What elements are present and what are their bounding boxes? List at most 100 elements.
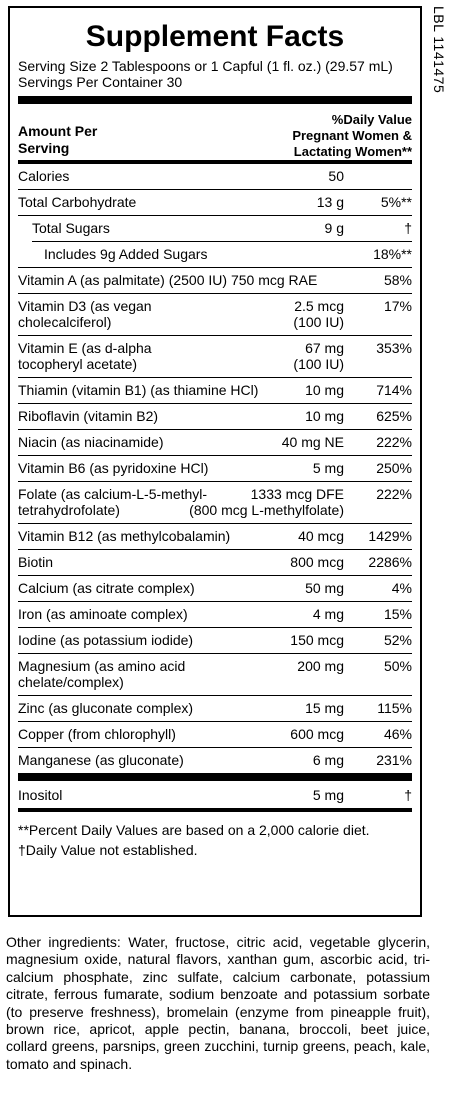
amount-per-serving-header: Amount Per Serving (18, 123, 97, 160)
nutrient-dv: † (404, 220, 412, 236)
nutrient-amount: 10 mg (305, 408, 344, 424)
nutrient-name: Niacin (as niacinamide) (18, 434, 164, 450)
nutrient-row: Manganese (as gluconate) 6 mg 231% (18, 748, 412, 773)
serving-size: Serving Size 2 Tablespoons or 1 Capful (… (18, 58, 393, 74)
nutrient-name: Calcium (as citrate complex) (18, 580, 195, 596)
nutrient-name: Inositol (18, 787, 63, 803)
nutrient-name-line1: Folate (as calcium-L-5-methyl- (18, 486, 208, 502)
nutrient-name: Total Carbohydrate (18, 194, 137, 210)
nutrient-amount: 800 mcg (290, 554, 344, 570)
nutrient-name-line2: tocopheryl acetate) (18, 356, 138, 372)
nutrient-amount: 40 mg NE (281, 434, 344, 450)
nutrient-dv: 18%** (373, 246, 412, 262)
nutrient-row: Magnesium (as amino acid chelate/complex… (18, 654, 412, 696)
nutrient-row: Iodine (as potassium iodide) 150 mcg 52% (18, 628, 412, 654)
nutrient-dv: 46% (383, 726, 412, 742)
nutrient-row: Calcium (as citrate complex) 50 mg 4% (18, 576, 412, 602)
nutrient-dv: 15% (383, 606, 412, 622)
nutrient-dv: 625% (376, 408, 412, 424)
dv-header-line2: Pregnant Women & (292, 128, 412, 143)
nutrient-name: Vitamin A (as palmitate) (2500 IU) 750 m… (18, 272, 318, 288)
medium-divider (18, 808, 412, 812)
nutrient-dv: 250% (376, 460, 412, 476)
nutrient-amount-line1: 2.5 mcg (294, 298, 344, 314)
footnote-dv-not-established: †Daily Value not established. (18, 842, 198, 858)
nutrient-name-line1: Vitamin D3 (as vegan (18, 298, 152, 314)
nutrient-amount: 5 mg (312, 460, 344, 476)
nutrient-row: Inositol 5 mg † (18, 781, 412, 808)
nutrient-name: Vitamin D3 (as vegan cholecalciferol) (18, 298, 224, 330)
nutrient-name: Iodine (as potassium iodide) (18, 632, 194, 648)
nutrient-name-line1: Magnesium (as amino acid (18, 658, 186, 674)
nutrient-row: Vitamin B12 (as methylcobalamin) 40 mcg … (18, 524, 412, 550)
nutrient-dv: 231% (376, 752, 412, 768)
nutrient-name: Biotin (18, 554, 54, 570)
servings-per-container: Servings Per Container 30 (18, 74, 183, 90)
nutrient-name: Calories (18, 168, 70, 184)
nutrient-amount: 5 mg (312, 787, 344, 803)
nutrient-name: Folate (as calcium-L-5-methyl- tetrahydr… (18, 486, 344, 518)
nutrient-dv: 17% (383, 298, 412, 314)
nutrient-name: Includes 9g Added Sugars (44, 246, 208, 262)
nutrient-row: Includes 9g Added Sugars 18%** (18, 242, 412, 267)
nutrient-row: Total Carbohydrate 13 g 5%** (18, 190, 412, 216)
nutrient-name-line2: tetrahydrofolate) (18, 502, 120, 518)
nutrient-row: Vitamin E (as d-alpha tocopheryl acetate… (18, 336, 412, 378)
indent-divider (32, 241, 412, 242)
nutrient-amount: 200 mg (297, 658, 344, 674)
column-header: Amount Per Serving %Daily Value Pregnant… (18, 104, 412, 160)
nutrient-dv: 2286% (368, 554, 412, 570)
nutrient-row: Thiamin (vitamin B1) (as thiamine HCl) 1… (18, 378, 412, 404)
nutrient-name: Iron (as aminoate complex) (18, 606, 188, 622)
nutrient-amount-line2: (100 IU) (293, 314, 344, 330)
nutrient-row: Iron (as aminoate complex) 4 mg 15% (18, 602, 412, 628)
nutrient-amount-line1: 1333 mcg DFE (250, 486, 344, 502)
footnotes: **Percent Daily Values are based on a 2,… (18, 820, 412, 860)
nutrient-row: Vitamin B6 (as pyridoxine HCl) 5 mg 250% (18, 456, 412, 482)
nutrient-dv: 222% (376, 434, 412, 450)
nutrient-amount: 67 mg (100 IU) (224, 340, 344, 372)
nutrient-dv: † (404, 787, 412, 803)
nutrient-dv: 222% (376, 486, 412, 502)
nutrient-row: Copper (from chlorophyll) 600 mcg 46% (18, 722, 412, 748)
nutrient-name: Zinc (as gluconate complex) (18, 700, 194, 716)
nutrient-amount: 40 mcg (298, 528, 344, 544)
nutrient-dv: 714% (376, 382, 412, 398)
label-code-text: LBL 1141475 (431, 6, 447, 94)
thick-divider (18, 96, 412, 104)
nutrient-dv: 1429% (368, 528, 412, 544)
daily-value-header: %Daily Value Pregnant Women & Lactating … (292, 112, 412, 160)
nutrient-row: Vitamin D3 (as vegan cholecalciferol) 2.… (18, 294, 412, 336)
nutrient-amount: 50 mg (305, 580, 344, 596)
nutrient-name-line1: Vitamin E (as d-alpha (18, 340, 152, 356)
nutrient-name: Riboflavin (vitamin B2) (18, 408, 159, 424)
nutrient-row: Vitamin A (as palmitate) (2500 IU) 750 m… (18, 268, 412, 294)
nutrient-row: Total Sugars 9 g † (18, 216, 412, 241)
nutrient-amount: 4 mg (312, 606, 344, 622)
panel-title: Supplement Facts (85, 20, 345, 53)
nutrient-amount: 9 g (324, 220, 344, 236)
nutrient-name: Total Sugars (32, 220, 110, 236)
nutrient-dv: 4% (391, 580, 412, 596)
nutrient-name: Copper (from chlorophyll) (18, 726, 176, 742)
nutrient-name: Manganese (as gluconate) (18, 752, 184, 768)
nutrient-name-line2: cholecalciferol) (18, 314, 112, 330)
dv-header-line1: %Daily Value (331, 112, 412, 127)
nutrient-amount: 2.5 mcg (100 IU) (224, 298, 344, 330)
nutrient-row: Niacin (as niacinamide) 40 mg NE 222% (18, 430, 412, 456)
nutrient-row: Biotin 800 mcg 2286% (18, 550, 412, 576)
nutrient-amount-line2: (100 IU) (293, 356, 344, 372)
nutrient-amount: 50 (328, 168, 344, 184)
nutrient-amount: 15 mg (305, 700, 344, 716)
nutrient-dv: 5%** (380, 194, 412, 210)
thick-divider (18, 773, 412, 781)
nutrient-row: Riboflavin (vitamin B2) 10 mg 625% (18, 404, 412, 430)
nutrient-dv: 58% (383, 272, 412, 288)
medium-divider (18, 160, 412, 164)
nutrient-name: Thiamin (vitamin B1) (as thiamine HCl) (18, 382, 259, 398)
nutrient-row: Zinc (as gluconate complex) 15 mg 115% (18, 696, 412, 722)
nutrient-dv: 115% (377, 700, 412, 716)
nutrient-name: Vitamin B12 (as methylcobalamin) (18, 528, 231, 544)
nutrient-amount: 150 mcg (290, 632, 344, 648)
serving-info: Serving Size 2 Tablespoons or 1 Capful (… (18, 58, 412, 90)
